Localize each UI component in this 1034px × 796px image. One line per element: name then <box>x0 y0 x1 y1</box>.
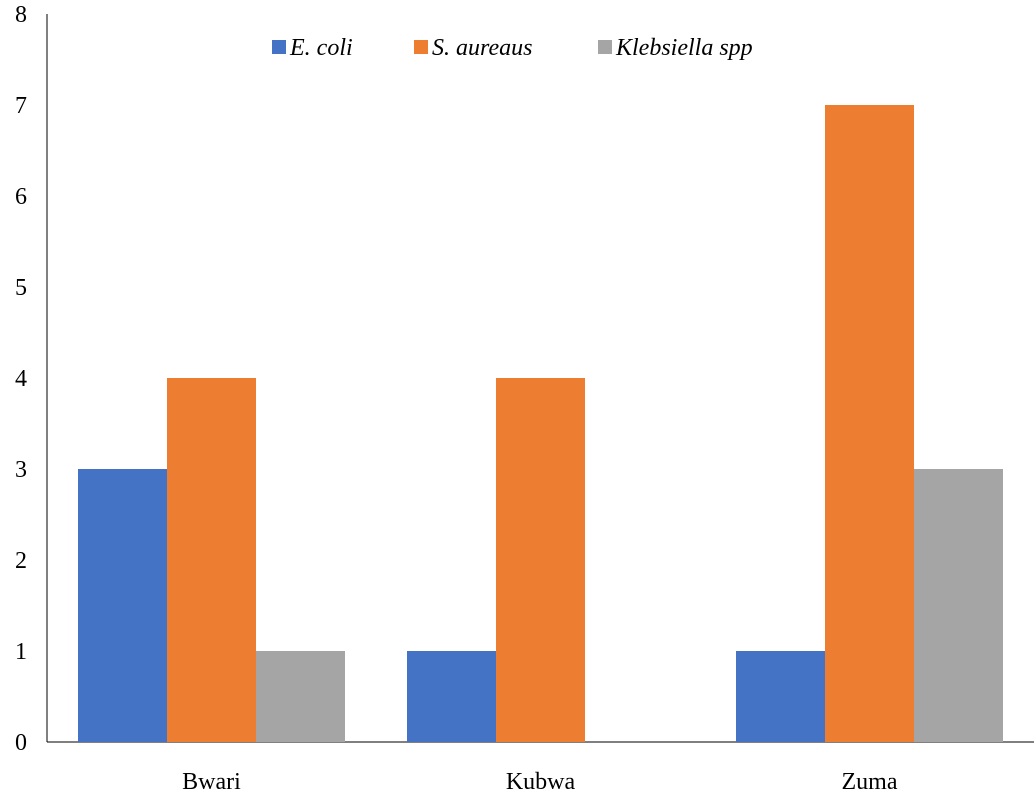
y-tick-label: 5 <box>15 275 27 301</box>
legend-swatch <box>272 40 286 54</box>
bar-zuma-series-1 <box>736 651 825 742</box>
y-tick-label: 6 <box>15 184 27 210</box>
x-category-label: Kubwa <box>506 769 576 795</box>
bar-bwari-series-2 <box>167 378 256 742</box>
bar-zuma-series-2 <box>825 105 914 742</box>
bar-kubwa-series-2 <box>496 378 585 742</box>
legend-label: S. aureaus <box>432 35 532 61</box>
legend-swatch <box>414 40 428 54</box>
bars <box>78 105 1003 742</box>
y-tick-label: 0 <box>15 730 27 756</box>
legend-swatch <box>598 40 612 54</box>
bar-kubwa-series-1 <box>407 651 496 742</box>
bar-zuma-series-3 <box>914 469 1003 742</box>
x-category-label: Zuma <box>842 769 898 795</box>
bar-bwari-series-1 <box>78 469 167 742</box>
y-tick-label: 8 <box>15 2 27 28</box>
bar-bwari-series-3 <box>256 651 345 742</box>
y-tick-label: 2 <box>15 548 27 574</box>
y-tick-label: 7 <box>15 93 27 119</box>
x-category-label: Bwari <box>182 769 241 795</box>
y-tick-label: 4 <box>15 366 27 392</box>
y-tick-label: 3 <box>15 457 27 483</box>
legend-label: Klebsiella spp <box>615 35 753 61</box>
x-category-labels: Bwari Kubwa Zuma <box>182 769 898 795</box>
y-tick-label: 1 <box>15 639 27 665</box>
y-tick-labels: 0 1 2 3 4 5 6 7 8 <box>15 2 27 756</box>
legend: E. coli S. aureaus Klebsiella spp <box>272 35 753 61</box>
legend-label: E. coli <box>289 35 353 61</box>
